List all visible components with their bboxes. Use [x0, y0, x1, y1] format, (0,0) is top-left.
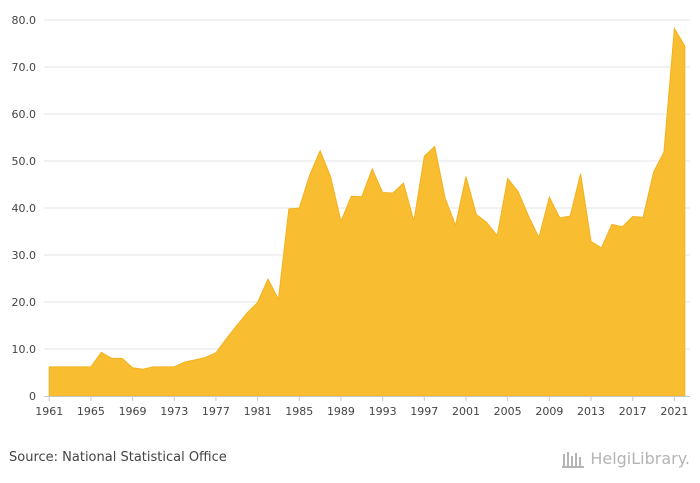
x-tick-label: 2017: [619, 405, 647, 418]
x-tick-label: 2013: [577, 405, 605, 418]
x-axis-ticks: [48, 396, 675, 401]
x-tick-label: 1973: [160, 405, 188, 418]
x-tick-label: 1981: [244, 405, 272, 418]
x-tick-label: 2009: [535, 405, 563, 418]
y-tick-label: 40.0: [12, 202, 37, 215]
brand-logo[interactable]: HelgiLibrary.: [562, 449, 690, 468]
library-icon: [562, 451, 585, 468]
x-axis-tick-labels: 1961 1965 1969 1973 1977 1981 1985 1989 1993 1997…: [35, 405, 688, 418]
x-tick-label: 2005: [494, 405, 522, 418]
x-tick-label: 2021: [660, 405, 688, 418]
x-tick-label: 1969: [119, 405, 147, 418]
series-area: [48, 26, 686, 397]
x-tick-label: 1965: [77, 405, 105, 418]
brand-name: HelgiLibrary.: [590, 449, 690, 468]
x-tick-label: 1997: [410, 405, 438, 418]
x-tick-label: 1985: [285, 405, 313, 418]
source-note: Source: National Statistical Office: [9, 450, 227, 465]
y-tick-label: 50.0: [12, 155, 37, 168]
x-tick-label: 1977: [202, 405, 230, 418]
y-tick-label: 80.0: [12, 14, 37, 27]
x-tick-label: 1989: [327, 405, 355, 418]
y-tick-label: 10.0: [12, 343, 37, 356]
y-axis-tick-labels: 0 10.0 20.0 30.0 40.0 50.0 60.0 70.0 80.0: [12, 14, 37, 403]
y-tick-label: 70.0: [12, 61, 37, 74]
x-tick-label: 1961: [35, 405, 63, 418]
area-chart: 010.020.030.040.050.060.070.080.0 1961 19…: [12, 14, 690, 418]
y-tick-label: 60.0: [12, 108, 37, 121]
x-tick-label: 1993: [369, 405, 397, 418]
x-tick-label: 2001: [452, 405, 480, 418]
y-tick-label: 20.0: [12, 296, 37, 309]
chart-footer: Source: National Statistical Office Helg…: [0, 440, 700, 483]
y-tick-label: 30.0: [12, 249, 37, 262]
y-tick-label: 0: [29, 390, 36, 403]
